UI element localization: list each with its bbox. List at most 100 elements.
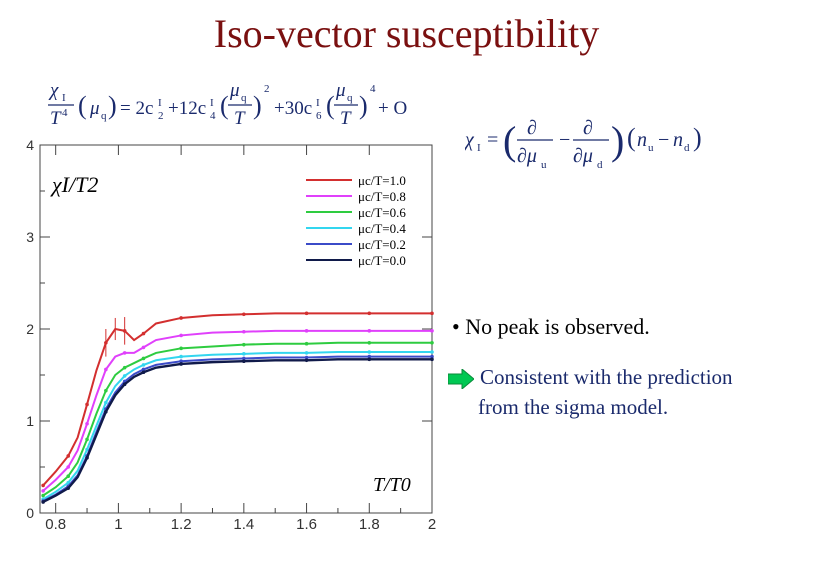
- svg-text:+ O: + O: [378, 98, 407, 119]
- data-point: [242, 312, 246, 317]
- data-point: [179, 359, 183, 364]
- data-point: [304, 358, 309, 363]
- data-point: [367, 354, 372, 359]
- legend-label: μc/T=1.0: [358, 173, 406, 188]
- y-tick-label: 1: [26, 413, 34, 429]
- svg-text:): ): [693, 123, 702, 152]
- bullet-dot: •: [452, 314, 466, 339]
- svg-text:d: d: [684, 142, 690, 154]
- svg-text:4: 4: [370, 83, 376, 95]
- x-tick-label: 0.8: [45, 516, 66, 533]
- svg-text:n: n: [637, 129, 647, 151]
- legend-label: μc/T=0.6: [358, 205, 406, 220]
- right-arrow-icon: [448, 369, 474, 390]
- svg-text:(: (: [78, 91, 87, 120]
- svg-text:d: d: [597, 159, 603, 171]
- x-tick-label: 1.4: [233, 516, 254, 533]
- svg-text:I: I: [316, 97, 320, 109]
- data-point: [141, 331, 146, 336]
- data-point: [104, 388, 108, 393]
- data-point: [85, 437, 89, 442]
- y-tick-label: 4: [26, 137, 34, 153]
- data-point: [85, 402, 89, 407]
- data-point: [367, 350, 372, 354]
- svg-text:=: =: [487, 129, 498, 151]
- y-tick-label: 0: [26, 505, 34, 521]
- data-point: [179, 316, 183, 320]
- data-point: [304, 329, 309, 333]
- data-point: [242, 352, 246, 356]
- data-point: [66, 474, 71, 479]
- svg-text:μ: μ: [229, 80, 240, 101]
- x-tick-label: 1.6: [296, 516, 317, 533]
- y-tick-label: 3: [26, 229, 34, 245]
- data-point: [41, 483, 45, 488]
- data-point: [66, 486, 71, 490]
- consistency-line-2: from the sigma model.: [478, 395, 669, 419]
- data-point: [430, 354, 434, 359]
- data-point: [141, 370, 146, 375]
- data-point: [66, 465, 71, 469]
- data-point: [141, 345, 146, 350]
- data-point: [104, 400, 108, 405]
- x-tick-label: 1: [114, 516, 122, 533]
- data-point: [122, 365, 127, 370]
- data-point: [304, 351, 309, 355]
- svg-text:(: (: [326, 91, 335, 120]
- data-point: [179, 333, 183, 338]
- data-point: [367, 311, 372, 316]
- data-point: [85, 456, 89, 460]
- svg-text:+12c: +12c: [168, 98, 206, 119]
- svg-text:T: T: [340, 108, 352, 129]
- svg-text:u: u: [541, 159, 547, 171]
- data-point: [179, 362, 183, 366]
- data-point: [85, 447, 89, 452]
- slide-title: Iso-vector susceptibility: [213, 11, 600, 56]
- y-axis-label: χI/T2: [50, 172, 98, 197]
- data-point: [430, 329, 434, 333]
- legend-label: μc/T=0.8: [358, 189, 406, 204]
- data-point: [141, 363, 146, 367]
- data-point: [242, 329, 246, 334]
- svg-text:I: I: [62, 92, 66, 104]
- x-tick-label: 1.2: [171, 516, 192, 533]
- data-point: [122, 382, 127, 387]
- svg-text:I: I: [210, 97, 214, 109]
- svg-text:I: I: [477, 142, 481, 154]
- svg-text:2: 2: [158, 110, 164, 122]
- x-tick-label: 1.8: [359, 516, 380, 533]
- data-point: [304, 311, 309, 316]
- x-tick-label: 2: [428, 516, 436, 533]
- data-point: [179, 346, 183, 351]
- consistency-line-1: Consistent with the prediction: [480, 365, 733, 389]
- data-point: [367, 357, 372, 362]
- svg-text:χ: χ: [465, 129, 475, 151]
- observation-bullet: • No peak is observed.: [452, 314, 650, 340]
- data-point: [41, 493, 45, 498]
- data-point: [66, 480, 71, 485]
- consistency-note: Consistent with the prediction from the …: [448, 362, 733, 422]
- svg-text:2: 2: [264, 83, 270, 95]
- svg-text:): ): [359, 91, 368, 120]
- svg-text:6: 6: [316, 110, 322, 122]
- svg-text:q: q: [101, 110, 107, 122]
- y-tick-label: 2: [26, 321, 34, 337]
- legend-label: μc/T=0.4: [358, 221, 406, 236]
- svg-text:∂μ: ∂μ: [517, 145, 537, 167]
- data-point: [430, 341, 434, 345]
- data-point: [304, 355, 309, 360]
- svg-text:∂: ∂: [527, 118, 537, 139]
- svg-text:u: u: [648, 142, 654, 154]
- svg-text:I: I: [158, 97, 162, 109]
- svg-text:χ: χ: [48, 80, 59, 101]
- svg-text:q: q: [241, 92, 247, 104]
- svg-text:+30c: +30c: [274, 98, 312, 119]
- data-point: [430, 350, 434, 354]
- legend-label: μc/T=0.2: [358, 237, 406, 252]
- svg-text:(: (: [627, 123, 636, 152]
- data-point: [41, 489, 45, 493]
